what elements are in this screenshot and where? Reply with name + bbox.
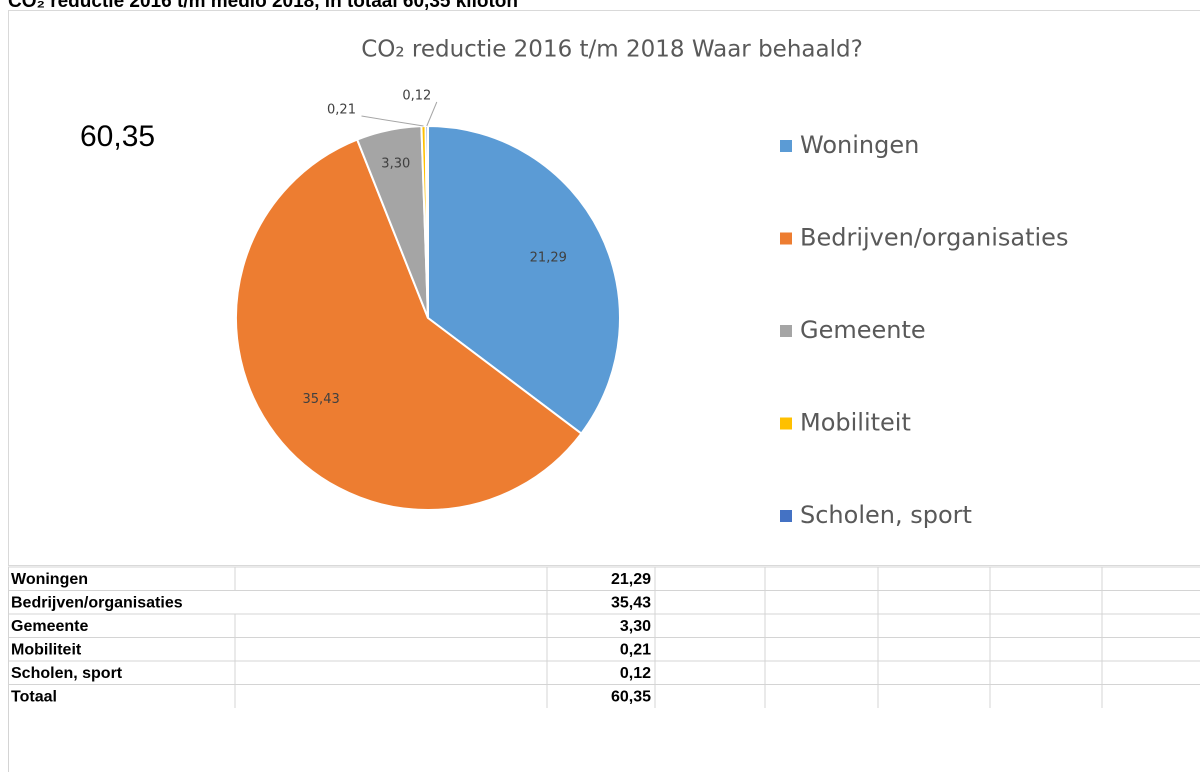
- legend-label: Gemeente: [800, 316, 926, 344]
- data-label: 0,12: [402, 89, 431, 104]
- legend-swatch: [780, 417, 792, 430]
- legend-swatch: [780, 510, 792, 522]
- legend-label: Bedrijven/organisaties: [800, 224, 1068, 252]
- legend-label: Woningen: [800, 131, 919, 159]
- pie-slice: [427, 124, 621, 435]
- table-cell: Bedrijven/organisaties: [11, 594, 183, 611]
- table-cell: Mobiliteit: [11, 641, 82, 658]
- legend-swatch: [780, 325, 792, 337]
- data-label: 21,29: [530, 251, 567, 266]
- pie-slice: [424, 124, 429, 319]
- legend-swatch: [780, 232, 792, 245]
- table-cell: Gemeente: [11, 618, 88, 635]
- table-cell: Totaal: [11, 688, 57, 705]
- table-cell: 0,21: [620, 641, 651, 658]
- table-cell: Woningen: [11, 571, 88, 588]
- chart-title: CO₂ reductie 2016 t/m 2018 Waar behaald?: [361, 37, 863, 63]
- table-cell: 0,12: [620, 665, 651, 682]
- leader-line: [426, 101, 438, 127]
- table-cell: 3,30: [620, 618, 651, 635]
- annotation: 60,35: [80, 120, 155, 153]
- legend-label: Mobiliteit: [800, 409, 911, 437]
- data-label: 0,21: [327, 103, 356, 118]
- data-label: 35,43: [303, 392, 340, 407]
- legend-swatch: [780, 140, 792, 152]
- pie-slice: [235, 138, 583, 511]
- header: CO₂ reductie 2016 t/m medio 2018, in tot…: [8, 0, 518, 12]
- leader-line: [361, 115, 424, 127]
- table-cell: 35,43: [611, 594, 651, 611]
- table-cell: 60,35: [611, 688, 651, 705]
- legend-label: Scholen, sport: [800, 501, 972, 529]
- data-label: 3,30: [381, 156, 410, 171]
- table-cell: Scholen, sport: [11, 665, 123, 682]
- table-cell: 21,29: [611, 571, 651, 588]
